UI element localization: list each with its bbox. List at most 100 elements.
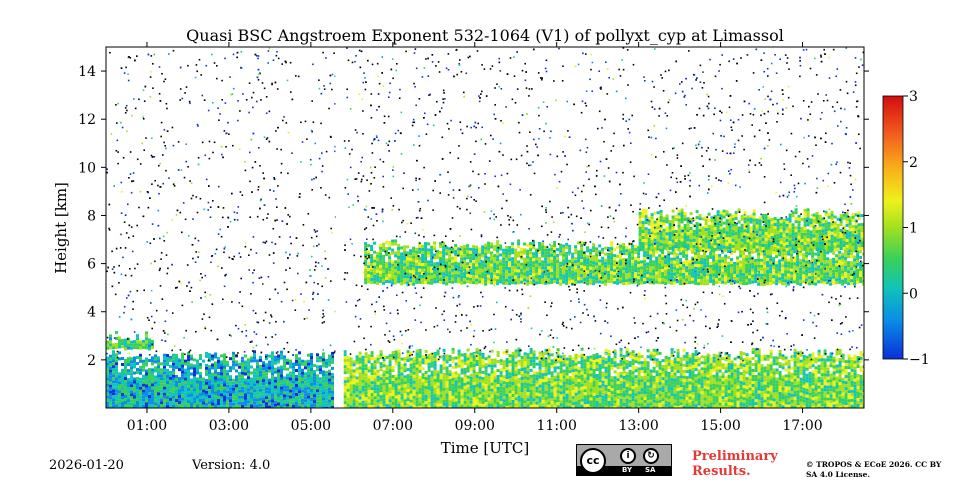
data-cell <box>850 389 854 393</box>
data-cell <box>379 383 383 387</box>
data-cell <box>511 373 515 376</box>
data-cell <box>727 354 731 357</box>
data-cell <box>466 268 470 272</box>
data-cell <box>430 269 434 273</box>
data-cell <box>382 275 386 279</box>
data-cell <box>691 388 695 392</box>
data-cell <box>220 360 223 364</box>
data-cell <box>493 248 497 252</box>
data-cell <box>745 362 749 366</box>
data-cell <box>394 272 398 276</box>
data-cell <box>499 359 503 363</box>
data-cell <box>517 392 521 396</box>
data-cell <box>733 372 737 376</box>
data-cell <box>118 339 121 343</box>
data-cell <box>502 378 506 382</box>
data-cell <box>217 387 220 390</box>
data-cell <box>328 402 331 406</box>
data-cell <box>559 403 563 407</box>
data-cell <box>781 375 785 379</box>
data-cell <box>214 361 217 365</box>
data-cell <box>187 397 190 401</box>
data-cell <box>439 269 443 272</box>
data-cell <box>355 388 359 392</box>
data-cell <box>466 277 470 281</box>
data-cell <box>475 348 479 351</box>
data-cell <box>628 402 632 406</box>
data-cell <box>322 394 325 398</box>
data-cell <box>592 369 596 372</box>
data-cell <box>805 385 809 389</box>
data-cell <box>166 387 169 390</box>
data-cell <box>640 370 644 374</box>
data-cell <box>778 398 782 401</box>
data-cell <box>439 391 443 395</box>
data-cell <box>304 375 307 379</box>
data-cell <box>610 382 614 386</box>
data-cell <box>526 392 530 396</box>
data-cell <box>613 388 617 392</box>
data-cell <box>511 275 515 279</box>
data-cell <box>460 251 464 255</box>
data-cell <box>793 357 797 361</box>
data-cell <box>760 403 764 407</box>
data-cell <box>667 365 671 369</box>
data-cell <box>154 405 157 408</box>
data-cell <box>421 263 425 266</box>
data-cell <box>406 263 410 267</box>
data-cell <box>715 375 719 379</box>
data-cell <box>418 396 422 400</box>
data-cell <box>451 374 455 378</box>
data-cell <box>436 373 440 377</box>
data-cell <box>460 278 464 282</box>
data-cell <box>490 349 494 353</box>
data-cell <box>607 359 611 362</box>
data-cell <box>688 381 692 385</box>
data-cell <box>556 378 560 382</box>
data-cell <box>508 393 512 397</box>
data-cell <box>751 375 755 378</box>
data-cell <box>433 268 437 272</box>
data-cell <box>847 366 851 370</box>
data-cell <box>745 377 749 381</box>
data-cell <box>592 375 596 378</box>
data-cell <box>364 266 368 270</box>
data-cell <box>697 402 701 406</box>
data-cell <box>769 355 773 359</box>
data-cell <box>298 399 301 403</box>
data-cell <box>304 393 307 397</box>
data-cell <box>862 392 864 396</box>
data-cell <box>640 376 644 380</box>
data-cell <box>841 380 845 384</box>
data-cell <box>346 379 350 383</box>
data-cell <box>706 353 710 357</box>
data-cell <box>733 402 737 406</box>
data-cell <box>154 399 157 403</box>
data-cell <box>352 378 356 382</box>
data-cell <box>409 387 413 391</box>
data-cell <box>658 405 662 408</box>
data-cell <box>115 395 118 399</box>
data-cell <box>280 371 283 375</box>
data-cell <box>619 386 623 390</box>
data-cell <box>541 370 545 374</box>
data-cell <box>178 383 181 387</box>
data-cell <box>694 368 698 372</box>
data-cell <box>622 391 626 394</box>
data-cell <box>196 395 199 399</box>
data-cell <box>529 401 533 405</box>
data-cell <box>271 378 274 382</box>
data-cell <box>214 391 217 395</box>
data-cell <box>256 374 259 378</box>
data-cell <box>256 380 259 384</box>
data-cell <box>439 364 443 368</box>
data-cell <box>118 357 121 361</box>
data-cell <box>169 397 172 401</box>
data-cell <box>589 397 593 401</box>
data-cell <box>667 362 671 366</box>
data-cell <box>670 399 674 403</box>
data-cell <box>475 375 479 378</box>
data-cell <box>679 393 683 397</box>
data-cell <box>259 379 262 383</box>
data-cell <box>571 399 575 403</box>
